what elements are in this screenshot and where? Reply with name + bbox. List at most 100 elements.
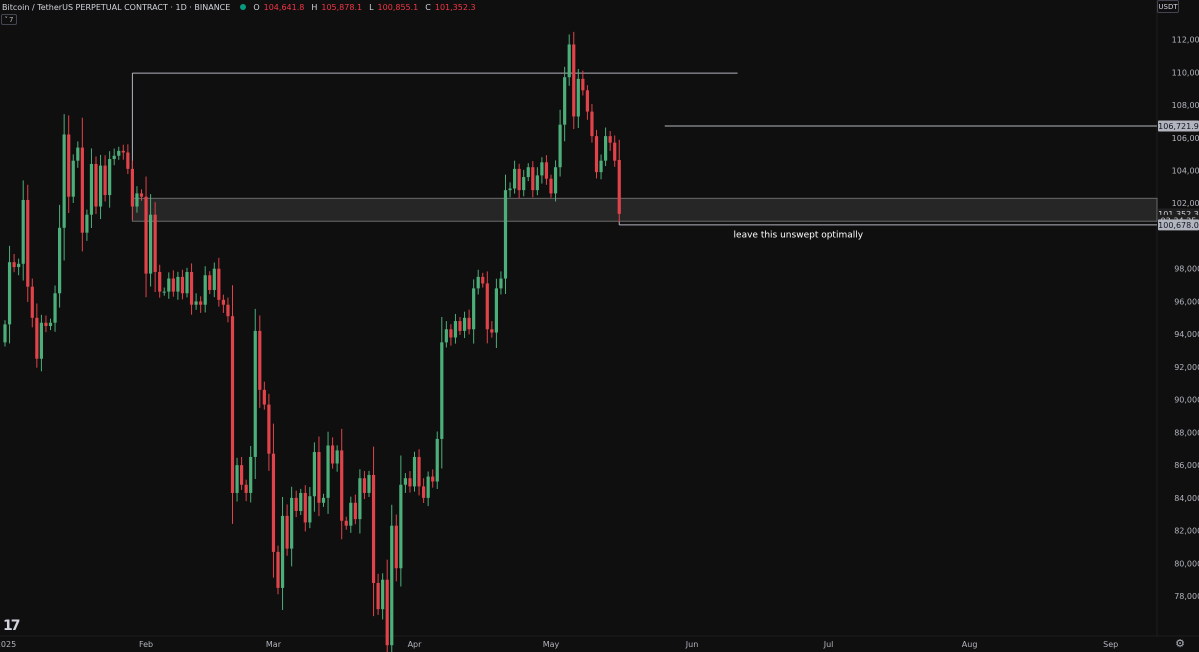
candle[interactable] bbox=[549, 178, 553, 194]
candle[interactable] bbox=[17, 263, 21, 268]
candle[interactable] bbox=[158, 271, 162, 292]
candle[interactable] bbox=[444, 329, 448, 343]
candle[interactable] bbox=[317, 452, 321, 503]
candle[interactable] bbox=[58, 227, 62, 294]
candle[interactable] bbox=[294, 497, 298, 511]
candle[interactable] bbox=[394, 525, 398, 569]
candle[interactable] bbox=[362, 478, 367, 493]
candle[interactable] bbox=[449, 329, 453, 338]
candle[interactable] bbox=[321, 497, 326, 503]
candle[interactable] bbox=[476, 276, 480, 289]
candle[interactable] bbox=[581, 78, 585, 91]
candle[interactable] bbox=[499, 278, 503, 289]
candle[interactable] bbox=[576, 78, 580, 117]
candle[interactable] bbox=[608, 136, 612, 143]
candle[interactable] bbox=[358, 478, 362, 520]
candle[interactable] bbox=[613, 142, 617, 161]
candle[interactable] bbox=[290, 497, 294, 549]
candle[interactable] bbox=[381, 579, 385, 610]
candle[interactable] bbox=[308, 496, 312, 523]
candle[interactable] bbox=[326, 445, 330, 498]
candle[interactable] bbox=[553, 167, 558, 194]
candle[interactable] bbox=[267, 404, 271, 454]
candle[interactable] bbox=[203, 275, 207, 305]
candle[interactable] bbox=[271, 453, 276, 552]
candle[interactable] bbox=[21, 199, 25, 264]
candle[interactable] bbox=[240, 465, 244, 485]
candle[interactable] bbox=[462, 317, 467, 331]
candle[interactable] bbox=[249, 456, 253, 493]
candle[interactable] bbox=[244, 484, 248, 493]
candle[interactable] bbox=[98, 165, 103, 207]
candle[interactable] bbox=[453, 321, 458, 338]
candle[interactable] bbox=[490, 329, 494, 333]
price-tag[interactable] bbox=[1158, 120, 1199, 132]
candle[interactable] bbox=[103, 165, 107, 196]
candle[interactable] bbox=[212, 268, 216, 290]
candle[interactable] bbox=[558, 124, 562, 168]
candle[interactable] bbox=[572, 44, 576, 117]
candle[interactable] bbox=[153, 214, 157, 272]
candle[interactable] bbox=[344, 520, 348, 526]
candle[interactable] bbox=[335, 450, 339, 464]
candle[interactable] bbox=[258, 330, 262, 390]
candle[interactable] bbox=[390, 525, 394, 646]
candle[interactable] bbox=[276, 551, 280, 588]
candle[interactable] bbox=[7, 262, 12, 325]
candle[interactable] bbox=[180, 276, 185, 294]
gear-icon[interactable]: ⚙ bbox=[1175, 637, 1185, 650]
candle[interactable] bbox=[12, 262, 16, 268]
candle[interactable] bbox=[35, 317, 39, 359]
currency-button[interactable]: USDT bbox=[1157, 0, 1179, 13]
candle[interactable] bbox=[262, 389, 266, 405]
candle[interactable] bbox=[226, 304, 230, 317]
candle[interactable] bbox=[517, 168, 521, 191]
candle[interactable] bbox=[253, 330, 257, 457]
candle[interactable] bbox=[349, 502, 353, 526]
candle[interactable] bbox=[531, 167, 535, 191]
candle[interactable] bbox=[194, 301, 198, 305]
candle[interactable] bbox=[440, 342, 444, 439]
candle[interactable] bbox=[481, 276, 485, 284]
candle[interactable] bbox=[331, 445, 335, 464]
candle[interactable] bbox=[162, 291, 166, 293]
candle[interactable] bbox=[526, 167, 530, 178]
candle[interactable] bbox=[199, 301, 203, 305]
candle[interactable] bbox=[458, 321, 462, 331]
candle[interactable] bbox=[3, 324, 7, 343]
candle[interactable] bbox=[285, 515, 289, 549]
candle[interactable] bbox=[39, 322, 43, 359]
candle[interactable] bbox=[117, 150, 121, 156]
candle[interactable] bbox=[385, 579, 389, 646]
candle[interactable] bbox=[217, 268, 221, 300]
candle[interactable] bbox=[44, 322, 48, 326]
candle[interactable] bbox=[171, 278, 175, 292]
candle[interactable] bbox=[62, 134, 66, 228]
candle[interactable] bbox=[189, 271, 194, 305]
candle[interactable] bbox=[89, 163, 94, 215]
candle[interactable] bbox=[617, 159, 621, 214]
candle[interactable] bbox=[48, 322, 53, 326]
candle[interactable] bbox=[235, 465, 239, 493]
indicators-toggle-button[interactable]: ˅ 7 bbox=[1, 14, 17, 25]
symbol-title[interactable]: Bitcoin / TetherUS PERPETUAL CONTRACT · … bbox=[2, 2, 231, 12]
candle[interactable] bbox=[585, 90, 589, 112]
candle[interactable] bbox=[108, 159, 112, 196]
candle[interactable] bbox=[508, 188, 512, 191]
candle[interactable] bbox=[435, 438, 439, 482]
candle[interactable] bbox=[522, 177, 526, 191]
candle[interactable] bbox=[208, 275, 212, 290]
candle[interactable] bbox=[139, 193, 144, 197]
candle[interactable] bbox=[422, 486, 426, 498]
candle[interactable] bbox=[494, 288, 498, 333]
candle[interactable] bbox=[299, 492, 303, 511]
candle[interactable] bbox=[340, 450, 344, 521]
candle[interactable] bbox=[503, 190, 508, 279]
candle[interactable] bbox=[185, 271, 189, 294]
candle[interactable] bbox=[417, 456, 421, 487]
candle[interactable] bbox=[367, 474, 371, 493]
candle[interactable] bbox=[167, 278, 171, 292]
candle[interactable] bbox=[376, 582, 380, 610]
candle[interactable] bbox=[540, 162, 544, 176]
